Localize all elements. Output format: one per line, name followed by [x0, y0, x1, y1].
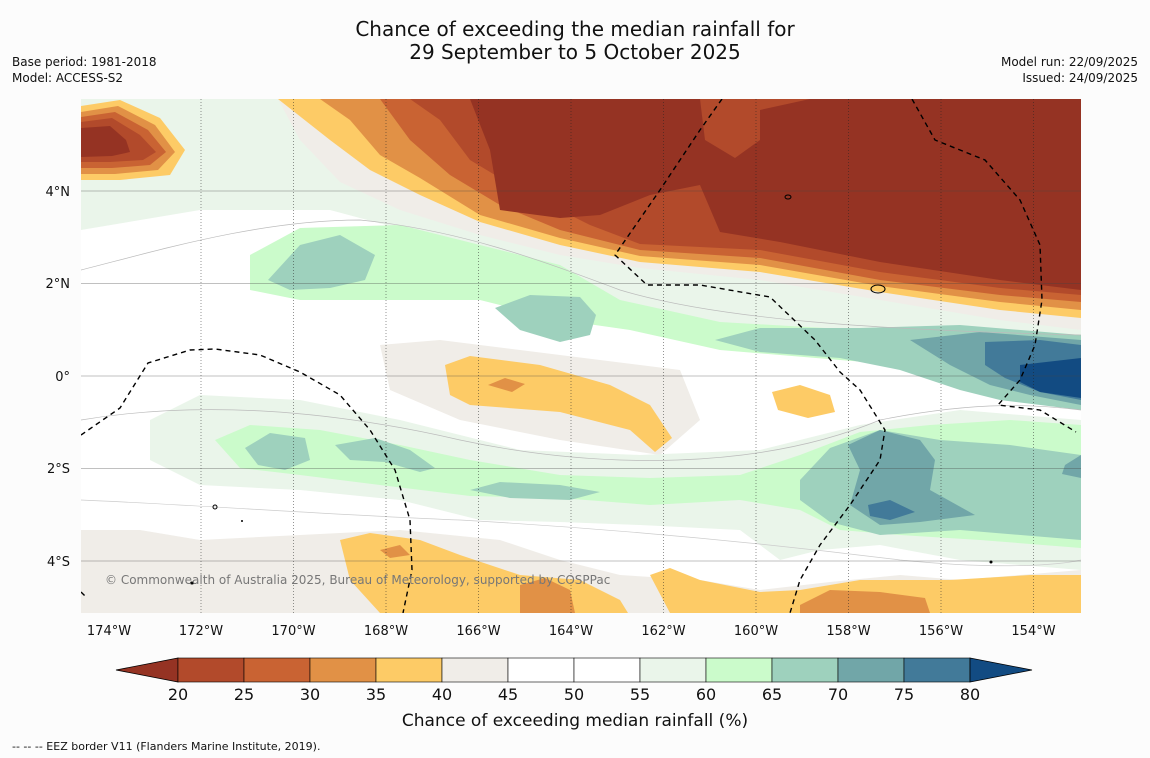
lat-label-2n: 2°N: [46, 277, 71, 292]
lon-label-164w: 164°W: [549, 624, 593, 639]
contour-20-northwest: [81, 126, 130, 157]
lat-label-4n: 4°N: [46, 185, 71, 200]
lat-gridlines: [81, 190, 1081, 562]
island-north: [784, 194, 792, 200]
title-line-2: 29 September to 5 October 2025: [409, 40, 741, 64]
lon-labels: 174°W 172°W 170°W 168°W 166°W 164°W 162°…: [87, 624, 1056, 639]
colorbar-extend-high: [969, 657, 1033, 683]
contour-40-south-east: [650, 568, 1081, 613]
lat-labels: 4°N 2°N 0° 2°S 4°S: [46, 185, 71, 570]
eez-legend-note: -- -- -- EEZ border V11 (Flanders Marine…: [12, 740, 321, 753]
contour-40-east-equator: [772, 385, 835, 418]
contour-65-south-strip: [470, 482, 600, 500]
contour-65-south-west: [245, 433, 310, 470]
meta-right: Model run: 22/09/2025 Issued: 24/09/2025: [1001, 54, 1138, 86]
model-name: Model: ACCESS-S2: [12, 71, 124, 85]
lon-label-166w: 166°W: [456, 624, 500, 639]
colorbar-tick-label: 60: [696, 685, 716, 704]
colorbar-segment: [573, 657, 641, 683]
lon-label-162w: 162°W: [641, 624, 685, 639]
colorbar-segment: [441, 657, 509, 683]
issued-date: Issued: 24/09/2025: [1022, 71, 1138, 85]
colorbar-tick-label: 65: [762, 685, 782, 704]
colorbar-tick-label: 80: [960, 685, 980, 704]
lon-label-174w: 174°W: [87, 624, 131, 639]
colorbar-extend-low: [115, 657, 179, 683]
contour-25-north-inset: [700, 99, 760, 158]
colorbar-tick-label: 45: [498, 685, 518, 704]
map-title: Chance of exceeding the median rainfall …: [0, 18, 1150, 64]
colorbar-tick-label: 70: [828, 685, 848, 704]
colorbar-tick-label: 25: [234, 685, 254, 704]
eez-border-west: [81, 348, 413, 613]
model-run: Model run: 22/09/2025: [1000, 55, 1138, 69]
lon-label-160w: 160°W: [734, 624, 778, 639]
contour-35-equator: [488, 378, 525, 392]
colorbar-segment: [705, 657, 773, 683]
lat-label-2s: 2°S: [47, 462, 70, 477]
contour-70-south-east: [848, 430, 975, 525]
contour-80-east: [1020, 358, 1081, 398]
lat-label-4s: 4°S: [47, 555, 70, 570]
lon-label-158w: 158°W: [826, 624, 870, 639]
colorbar-segment: [639, 657, 707, 683]
title-line-1: Chance of exceeding the median rainfall …: [355, 17, 795, 41]
colorbar-tick-label: 35: [366, 685, 386, 704]
colorbar-title: Chance of exceeding median rainfall (%): [402, 711, 748, 731]
colorbar-segment: [375, 657, 443, 683]
island-south-1: [212, 504, 218, 510]
contour-70-south-far-east: [1062, 455, 1081, 478]
contour-75-south-east: [868, 500, 915, 520]
copyright-notice: © Commonwealth of Australia 2025, Bureau…: [105, 573, 610, 587]
colorbar: 20 25 30 35 40 45 50 55 60 65 70 75 80: [115, 657, 1033, 704]
base-period: Base period: 1981-2018: [12, 55, 157, 69]
lat-label-0: 0°: [55, 370, 70, 385]
colorbar-tick-label: 40: [432, 685, 452, 704]
colorbar-segment: [507, 657, 575, 683]
island-kiritimati: [870, 284, 886, 294]
map-plot-area: © Commonwealth of Australia 2025, Bureau…: [81, 99, 1081, 613]
colorbar-segment: [177, 657, 245, 683]
island-far-east: [989, 560, 993, 564]
contour-line-b: [81, 405, 1081, 461]
contour-35-south-patch1: [380, 545, 410, 558]
contour-20-north: [470, 99, 1081, 290]
colorbar-tick-label: 50: [564, 685, 584, 704]
colorbar-tick-label: 75: [894, 685, 914, 704]
contour-65-north-west: [268, 235, 375, 290]
eez-border-southwest-stub: [81, 591, 87, 598]
colorbar-tick-label: 20: [168, 685, 188, 704]
contour-35-south-east: [800, 590, 930, 613]
eez-border-north-east: [911, 99, 1077, 433]
colorbar-segment: [771, 657, 839, 683]
meta-left: Base period: 1981-2018 Model: ACCESS-S2: [12, 54, 157, 86]
colorbar-segment: [243, 657, 311, 683]
lon-label-156w: 156°W: [919, 624, 963, 639]
lon-label-154w: 154°W: [1011, 624, 1055, 639]
contour-line-c: [81, 499, 1081, 567]
contour-35-south-patch2: [520, 578, 575, 613]
colorbar-segment: [837, 657, 905, 683]
island-south-3: [241, 520, 243, 522]
lon-label-172w: 172°W: [179, 624, 223, 639]
colorbar-segment: [903, 657, 971, 683]
colorbar-segment: [309, 657, 377, 683]
colorbar-tick-label: 30: [300, 685, 320, 704]
colorbar-tick-label: 55: [630, 685, 650, 704]
island-south-2: [190, 581, 194, 585]
lon-label-168w: 168°W: [364, 624, 408, 639]
eez-border-east: [614, 99, 886, 613]
lon-label-170w: 170°W: [271, 624, 315, 639]
